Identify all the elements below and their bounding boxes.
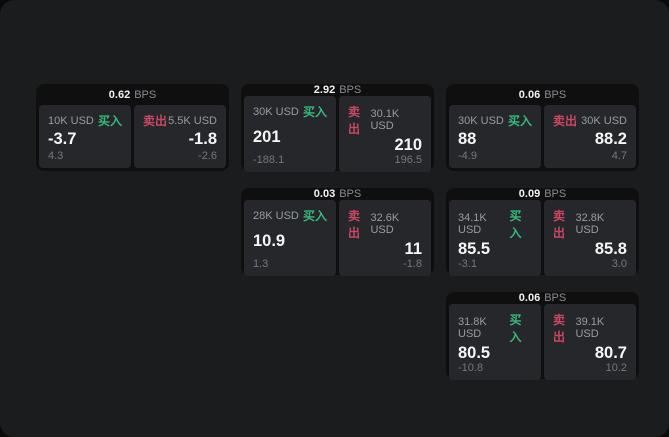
buy-sell-panels: 30K USD 买入 88 -4.9 卖出 30K USD 88.2 4.7 (449, 105, 636, 168)
buy-sub-value: -4.9 (458, 150, 477, 162)
buy-sub-value: 4.3 (48, 150, 64, 162)
sell-value: 88.2 (594, 130, 627, 149)
buy-panel[interactable]: 30K USD 买入 201 -188.1 (244, 96, 336, 172)
bps-header: 0.62 BPS (39, 84, 226, 105)
bps-header: 0.06 BPS (449, 292, 636, 304)
buy-value: 201 (253, 127, 281, 146)
quote-card: 0.09 BPS 34.1K USD 买入 85.5 -3.1 卖出 32.8K… (446, 188, 639, 276)
buy-panel[interactable]: 31.8K USD 买入 80.5 -10.8 (449, 304, 541, 380)
sell-panel[interactable]: 卖出 5.5K USD -1.8 -2.6 (134, 105, 226, 168)
sell-value: 80.7 (594, 344, 627, 362)
sell-panel[interactable]: 卖出 32.6K USD 11 -1.8 (339, 200, 431, 276)
quote-cards-grid: 0.62 BPS 10K USD 买入 -3.7 4.3 卖出 5.5K USD (36, 84, 639, 380)
bps-unit-label: BPS (339, 84, 362, 96)
sell-sub-value: -2.6 (198, 150, 217, 162)
buy-tag: 买入 (507, 114, 532, 128)
bps-value: 0.62 (108, 88, 131, 101)
bps-value: 0.03 (313, 188, 336, 200)
sell-amount: 30K USD (581, 114, 627, 127)
sell-sub-value: 196.5 (394, 153, 422, 166)
buy-sub-value: -188.1 (253, 153, 285, 166)
sell-amount: 30.1K USD (370, 108, 400, 132)
quote-card: 0.62 BPS 10K USD 买入 -3.7 4.3 卖出 5.5K USD (36, 84, 229, 171)
bps-value: 0.06 (518, 88, 541, 101)
buy-value: -3.7 (48, 130, 77, 149)
quote-card: 0.06 BPS 30K USD 买入 88 -4.9 卖出 30K USD (446, 84, 639, 171)
bps-header: 0.09 BPS (449, 188, 636, 200)
sell-tag: 卖出 (348, 209, 361, 240)
buy-value: 80.5 (458, 344, 491, 362)
sell-tag: 卖出 (553, 313, 566, 344)
buy-sub-value: -3.1 (458, 257, 477, 270)
buy-amount: 10K USD (48, 114, 94, 127)
buy-panel[interactable]: 30K USD 买入 88 -4.9 (449, 105, 541, 168)
bps-value: 0.06 (518, 292, 541, 304)
sell-panel[interactable]: 卖出 30.1K USD 210 196.5 (339, 96, 431, 172)
sell-tag: 卖出 (143, 114, 168, 128)
bps-unit-label: BPS (339, 188, 362, 200)
bps-unit-label: BPS (544, 292, 567, 304)
bps-unit-label: BPS (134, 88, 157, 101)
sell-tag: 卖出 (553, 114, 578, 128)
sell-value: 210 (394, 136, 422, 154)
buy-tag: 买入 (302, 105, 327, 119)
bps-unit-label: BPS (544, 188, 567, 200)
buy-amount: 28K USD (253, 209, 299, 222)
bps-header: 2.92 BPS (244, 84, 431, 96)
buy-sub-value: 1.3 (253, 257, 269, 270)
sell-amount: 32.6K USD (370, 212, 400, 236)
sell-sub-value: 3.0 (611, 257, 627, 270)
bps-unit-label: BPS (544, 88, 567, 101)
sell-value: 85.8 (594, 240, 627, 258)
buy-sell-panels: 31.8K USD 买入 80.5 -10.8 卖出 39.1K USD 80.… (449, 304, 636, 380)
bps-value: 2.92 (313, 84, 336, 96)
buy-tag: 买入 (97, 114, 122, 128)
sell-panel[interactable]: 卖出 39.1K USD 80.7 10.2 (544, 304, 636, 380)
buy-tag: 买入 (509, 313, 522, 344)
buy-panel[interactable]: 10K USD 买入 -3.7 4.3 (39, 105, 131, 168)
quote-card: 0.06 BPS 31.8K USD 买入 80.5 -10.8 卖出 39.1… (446, 292, 639, 380)
sell-panel[interactable]: 卖出 30K USD 88.2 4.7 (544, 105, 636, 168)
sell-tag: 卖出 (348, 105, 361, 136)
buy-sub-value: -10.8 (458, 361, 484, 374)
sell-amount: 39.1K USD (575, 316, 605, 340)
buy-amount: 30K USD (458, 114, 504, 127)
buy-sell-panels: 30K USD 买入 201 -188.1 卖出 30.1K USD 210 1… (244, 96, 431, 172)
sell-tag: 卖出 (553, 209, 566, 240)
buy-sell-panels: 28K USD 买入 10.9 1.3 卖出 32.6K USD 11 -1.8 (244, 200, 431, 276)
buy-tag: 买入 (302, 209, 327, 223)
quote-card: 2.92 BPS 30K USD 买入 201 -188.1 卖出 30.1K … (241, 84, 434, 172)
buy-panel[interactable]: 34.1K USD 买入 85.5 -3.1 (449, 200, 541, 276)
buy-amount: 30K USD (253, 105, 299, 118)
buy-amount: 34.1K USD (458, 212, 487, 236)
sell-sub-value: -1.8 (403, 257, 422, 270)
buy-sell-panels: 10K USD 买入 -3.7 4.3 卖出 5.5K USD -1.8 -2.… (39, 105, 226, 168)
buy-value: 88 (458, 130, 477, 149)
sell-value: -1.8 (188, 130, 217, 149)
buy-value: 10.9 (253, 231, 286, 250)
quote-card: 0.03 BPS 28K USD 买入 10.9 1.3 卖出 32.6K US… (241, 188, 434, 276)
bps-header: 0.06 BPS (449, 84, 636, 105)
buy-tag: 买入 (509, 209, 522, 240)
sell-panel[interactable]: 卖出 32.8K USD 85.8 3.0 (544, 200, 636, 276)
buy-panel[interactable]: 28K USD 买入 10.9 1.3 (244, 200, 336, 276)
sell-value: 11 (404, 240, 422, 258)
sell-sub-value: 4.7 (611, 150, 627, 162)
sell-amount: 5.5K USD (168, 114, 217, 127)
bps-header: 0.03 BPS (244, 188, 431, 200)
buy-amount: 31.8K USD (458, 316, 487, 340)
bps-value: 0.09 (518, 188, 541, 200)
sell-sub-value: 10.2 (605, 361, 627, 374)
buy-value: 85.5 (458, 240, 491, 258)
buy-sell-panels: 34.1K USD 买入 85.5 -3.1 卖出 32.8K USD 85.8… (449, 200, 636, 276)
sell-amount: 32.8K USD (575, 212, 605, 236)
